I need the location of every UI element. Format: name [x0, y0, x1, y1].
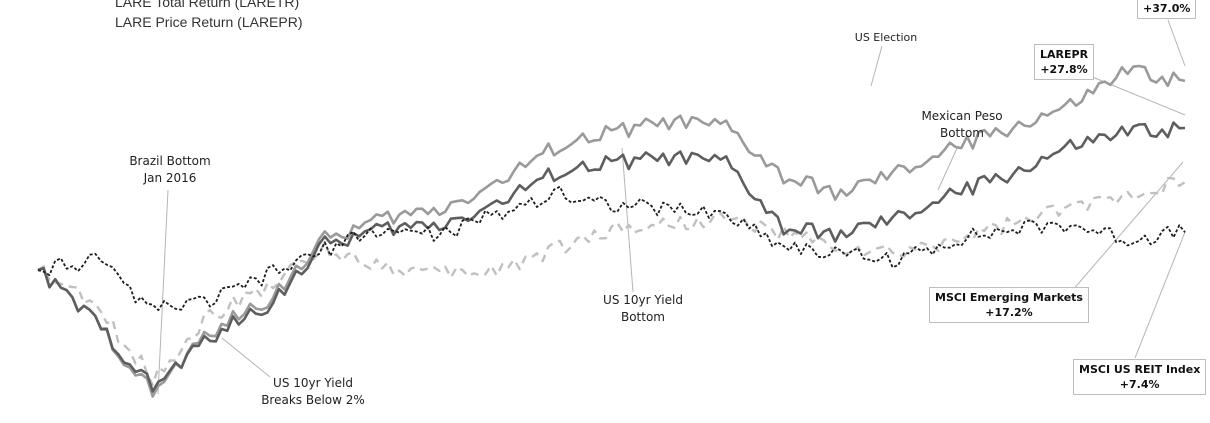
- annotation-brazil-bottom-line2: Jan 2016: [143, 171, 197, 185]
- annotation-us10yr-breaks-line1: US 10yr Yield: [273, 376, 353, 390]
- callout-laretr-value: +37.0%: [1143, 2, 1191, 15]
- callout-msci-em-value: +17.2%: [985, 306, 1033, 319]
- callout-larepr: LAREPR +27.8%: [1034, 44, 1095, 80]
- callout-larepr-value: +27.8%: [1040, 63, 1088, 76]
- callout-larepr-name: LAREPR: [1040, 48, 1089, 61]
- legend-total-return: LARE Total Return (LARETR): [115, 0, 300, 10]
- callout-msci-reit-value: +7.4%: [1119, 378, 1160, 391]
- annotation-peso-bottom-line2: Bottom: [939, 126, 984, 140]
- annotation-us10yr-bottom-line2: Bottom: [620, 310, 665, 324]
- annotation-us10yr-breaks: US 10yr Yield Breaks Below 2%: [248, 375, 378, 409]
- annotation-peso-bottom: Mexican Peso Bottom: [912, 108, 1012, 142]
- annotation-us-election: US Election: [854, 31, 918, 44]
- leader-line-2: [221, 337, 271, 378]
- annotation-us10yr-bottom-line1: US 10yr Yield: [603, 293, 683, 307]
- annotation-brazil-bottom-line1: Brazil Bottom: [129, 154, 211, 168]
- annotation-us10yr-breaks-line2: Breaks Below 2%: [261, 393, 365, 407]
- leader-line-1: [157, 189, 169, 395]
- series-line-laretr: [37, 64, 1186, 398]
- leader-line-9: [1134, 231, 1186, 359]
- leader-line-8: [1071, 161, 1184, 292]
- series-lines: [37, 64, 1186, 398]
- leader-line-4: [870, 45, 883, 87]
- annotation-brazil-bottom: Brazil Bottom Jan 2016: [120, 153, 220, 187]
- leader-line-7: [1167, 19, 1186, 67]
- callout-msci-em: MSCI Emerging Markets +17.2%: [929, 287, 1089, 323]
- legend-price-return: LARE Price Return (LAREPR): [115, 14, 303, 30]
- series-line-msci-reit: [37, 185, 1186, 312]
- leader-line-5: [937, 145, 959, 191]
- annotation-us10yr-bottom: US 10yr Yield Bottom: [588, 292, 698, 326]
- leader-line-3: [621, 147, 634, 293]
- callout-laretr: +37.0%: [1137, 0, 1197, 19]
- callout-msci-em-name: MSCI Emerging Markets: [935, 291, 1083, 304]
- series-line-larepr: [37, 121, 1186, 393]
- callout-msci-reit-name: MSCI US REIT Index: [1079, 363, 1201, 376]
- annotation-peso-bottom-line1: Mexican Peso: [921, 109, 1003, 123]
- callout-msci-reit: MSCI US REIT Index +7.4%: [1073, 359, 1207, 395]
- series-line-msci-em: [37, 176, 1186, 387]
